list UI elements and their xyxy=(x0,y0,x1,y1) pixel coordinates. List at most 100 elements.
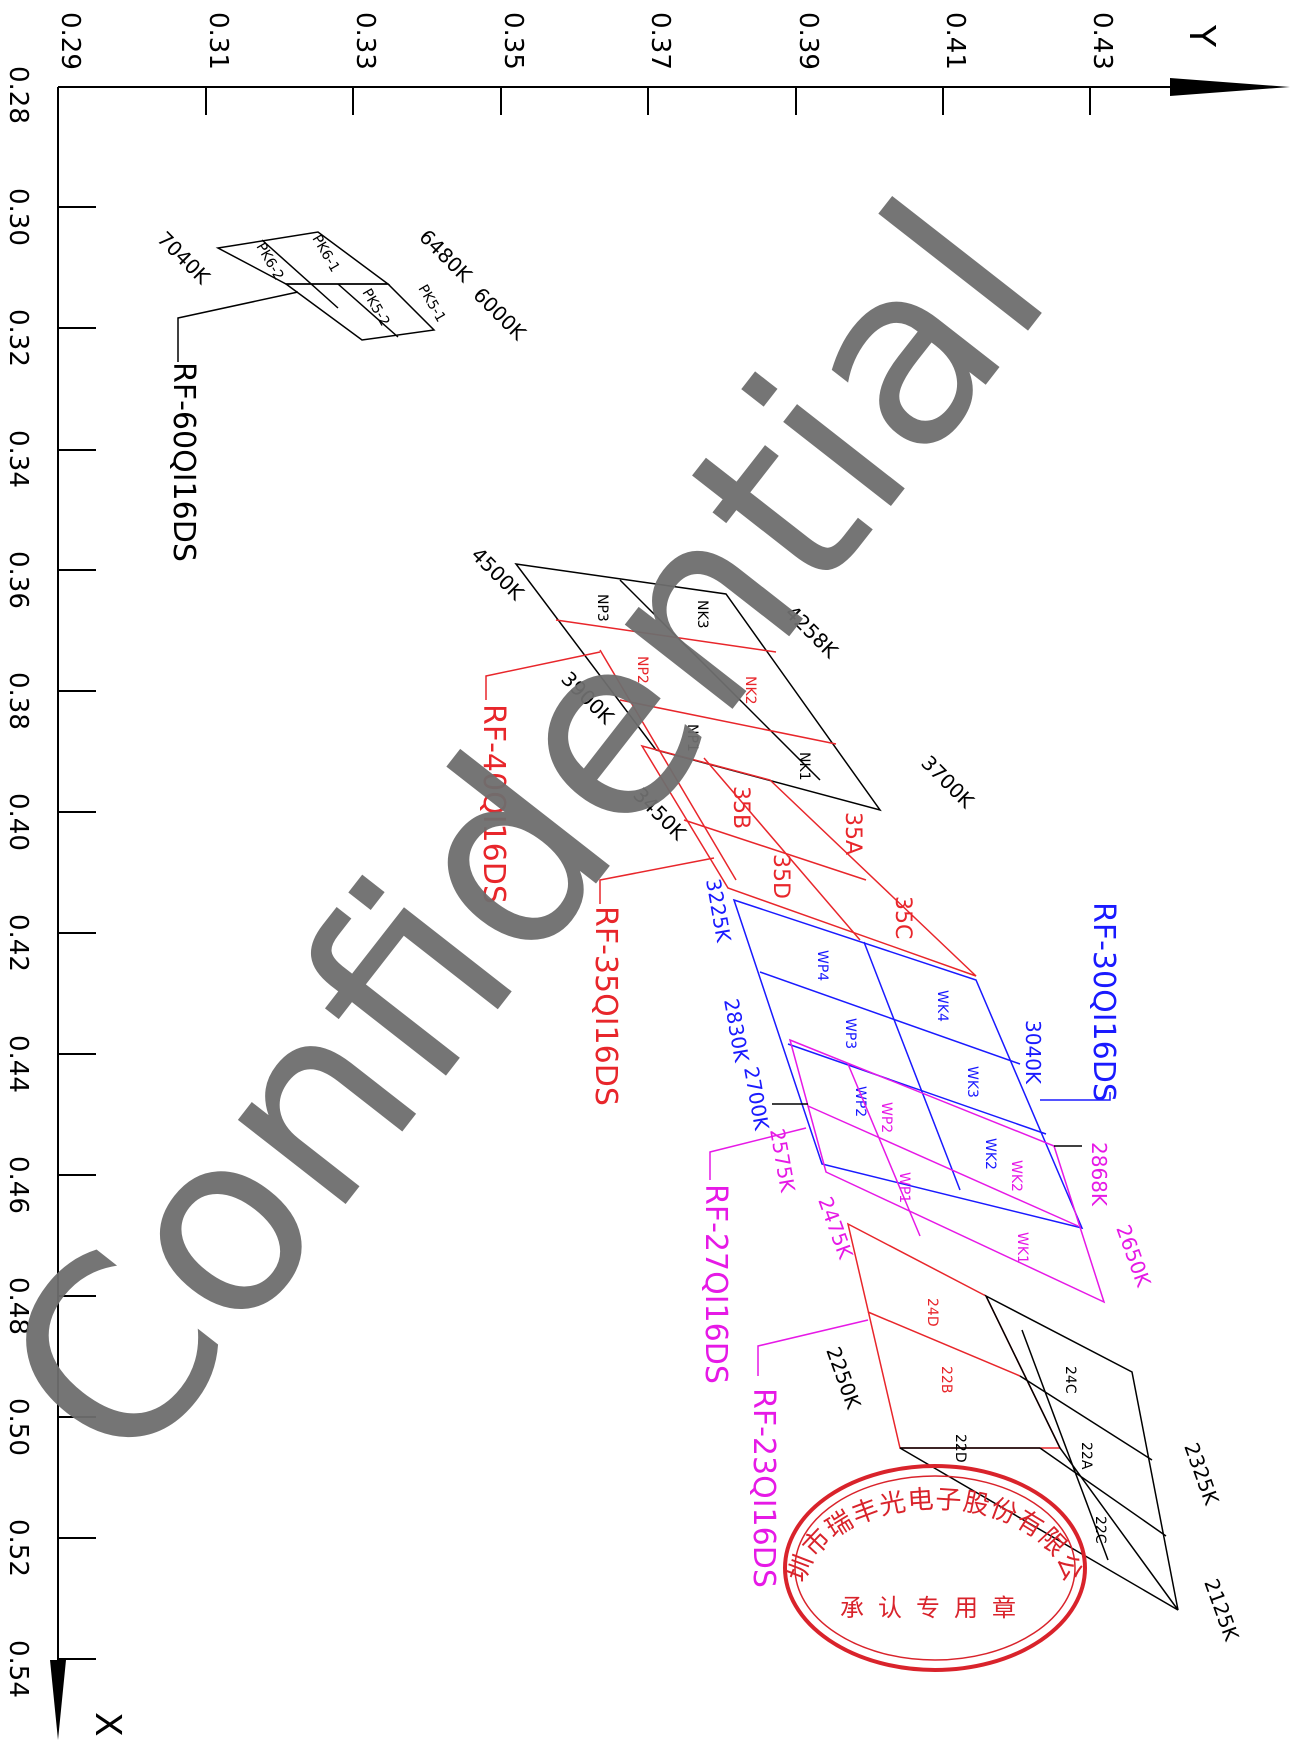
y-axis-label: Y xyxy=(1181,24,1222,48)
cct-label: 2650K xyxy=(1111,1222,1156,1291)
bin-label: WP2 xyxy=(878,1102,894,1133)
cct-label: 4500K xyxy=(466,543,529,606)
bin-divider xyxy=(683,819,867,881)
bin-label: WK3 xyxy=(964,1066,980,1098)
x-axis-label: X xyxy=(87,1712,128,1737)
rf30-cell-labels: WP4 WK4 WP3 WK3 WP2 WK2 xyxy=(814,950,998,1170)
y-axis-ticks xyxy=(205,87,1091,115)
y-tick-label: 0.29 xyxy=(55,12,85,70)
bin-divider xyxy=(807,1105,1079,1227)
rf30-model-label: RF-30QI16DS xyxy=(1086,902,1121,1102)
rf23-cell-labels: 24D 22B 24C 22A 22D 22C xyxy=(924,1298,1108,1544)
bin-divider xyxy=(619,699,837,745)
cct-label: 2325K xyxy=(1179,1440,1224,1509)
bin-divider xyxy=(1019,1375,1153,1461)
x-tick-label: 0.48 xyxy=(3,1277,33,1335)
y-axis-arrow xyxy=(1170,78,1290,96)
bin-label: NK3 xyxy=(694,600,710,629)
bin-divider xyxy=(599,649,737,881)
rf60-leader xyxy=(177,291,299,362)
rf23-model-label: RF-23QI16DS xyxy=(746,1388,781,1588)
bin-divider xyxy=(863,941,961,1191)
bin-pk5-outline xyxy=(283,283,436,341)
y-tick-label: 0.43 xyxy=(1087,12,1117,70)
x-axis-tick-labels: 0.28 0.30 0.32 0.34 0.36 0.38 0.40 0.42 … xyxy=(3,66,33,1698)
bin-label: WP3 xyxy=(842,1018,858,1049)
bin-divider xyxy=(261,239,339,309)
cct-label: 6480K xyxy=(414,225,477,288)
x-tick-label: 0.44 xyxy=(3,1035,33,1093)
rf27-cct-labels: 2868K 2575K 2650K 2475K xyxy=(765,1127,1156,1291)
bin-label: NK2 xyxy=(742,676,758,705)
y-tick-label: 0.31 xyxy=(203,12,233,70)
rf27-leader xyxy=(709,1127,807,1180)
x-tick-label: 0.50 xyxy=(3,1398,33,1456)
x-axis-ticks xyxy=(58,206,96,1660)
x-tick-label: 0.28 xyxy=(3,66,33,124)
bin-divider xyxy=(867,1311,1021,1377)
y-axis-tick-labels: 0.29 0.31 0.33 0.35 0.37 0.39 0.41 0.43 xyxy=(55,12,1117,70)
bin-label: WP4 xyxy=(814,950,830,981)
rf35-leader xyxy=(599,857,715,904)
bin-label: WK2 xyxy=(1008,1160,1024,1192)
x-tick-label: 0.34 xyxy=(3,430,33,488)
bin-rf40-outline xyxy=(514,563,882,812)
axes xyxy=(57,86,1170,1700)
bin-label: 22B xyxy=(938,1366,954,1393)
bin-divider xyxy=(1039,1447,1167,1537)
bin-label: NP2 xyxy=(634,656,650,684)
bin-label: NK1 xyxy=(796,752,812,781)
bin-label: NP1 xyxy=(684,724,700,752)
cct-label: 6000K xyxy=(468,283,531,346)
x-tick-label: 0.54 xyxy=(3,1640,33,1698)
bin-label: PK6-1 xyxy=(309,232,343,275)
cct-label: 2868K xyxy=(1087,1142,1111,1207)
group-rf60 xyxy=(177,231,436,362)
bin-label: PK5-1 xyxy=(415,282,449,325)
y-tick-label: 0.41 xyxy=(940,12,970,70)
rf35-cell-labels: 35A 35B 35C 35D xyxy=(728,786,915,939)
bin-label: WK4 xyxy=(934,990,950,1022)
bin-rf27-outline xyxy=(788,1038,1106,1304)
bin-divider xyxy=(555,619,777,653)
bin-label: 24C xyxy=(1062,1366,1078,1394)
bin-divider xyxy=(787,1043,1047,1135)
bin-divider xyxy=(899,1447,1179,1611)
bin-label: 35D xyxy=(768,854,793,899)
rf30-leader xyxy=(1040,1092,1111,1101)
cct-label: 2700K xyxy=(739,1065,774,1133)
y-tick-label: 0.35 xyxy=(498,12,528,70)
group-rf23 xyxy=(757,1222,1179,1611)
rf23-leader xyxy=(757,1319,869,1376)
cct-label: 2575K xyxy=(765,1127,800,1195)
group-rf27 xyxy=(709,1038,1106,1304)
stamp-outer-ring xyxy=(783,1464,1087,1672)
bin-label: 22D xyxy=(952,1434,968,1463)
cct-label: 3700K xyxy=(916,751,979,814)
cct-label: 2125K xyxy=(1199,1576,1244,1645)
rf60-model-label: RF-60QI16DS xyxy=(166,362,201,562)
bin-label: WK1 xyxy=(1014,1232,1030,1264)
y-tick-label: 0.37 xyxy=(645,12,675,70)
bin-label: 24D xyxy=(924,1298,940,1327)
bin-label: WP2 xyxy=(852,1086,868,1117)
stamp-purpose: 承认专用章 xyxy=(840,1594,1030,1622)
bin-label: 35C xyxy=(890,896,915,939)
bin-divider xyxy=(619,579,821,781)
bin-label: 22A xyxy=(1078,1442,1094,1470)
bin-divider xyxy=(703,757,861,941)
cct-label: 7040K xyxy=(152,227,215,290)
cct-label: 2830K xyxy=(719,997,754,1065)
bin-label: 35A xyxy=(840,812,865,855)
rf60-cct-labels: 7040K 6480K 6000K xyxy=(152,225,531,346)
x-tick-label: 0.36 xyxy=(3,551,33,609)
rf35-model-label: RF-35QI16DS xyxy=(588,906,623,1106)
cct-label: 2475K xyxy=(813,1194,858,1263)
x-tick-label: 0.52 xyxy=(3,1519,33,1577)
bin-rf30-outline xyxy=(732,898,1084,1230)
bin-divider xyxy=(847,1063,921,1237)
bin-label: WP1 xyxy=(896,1172,912,1203)
bin-divider xyxy=(759,971,1021,1065)
cct-label: 3225K xyxy=(701,877,736,945)
